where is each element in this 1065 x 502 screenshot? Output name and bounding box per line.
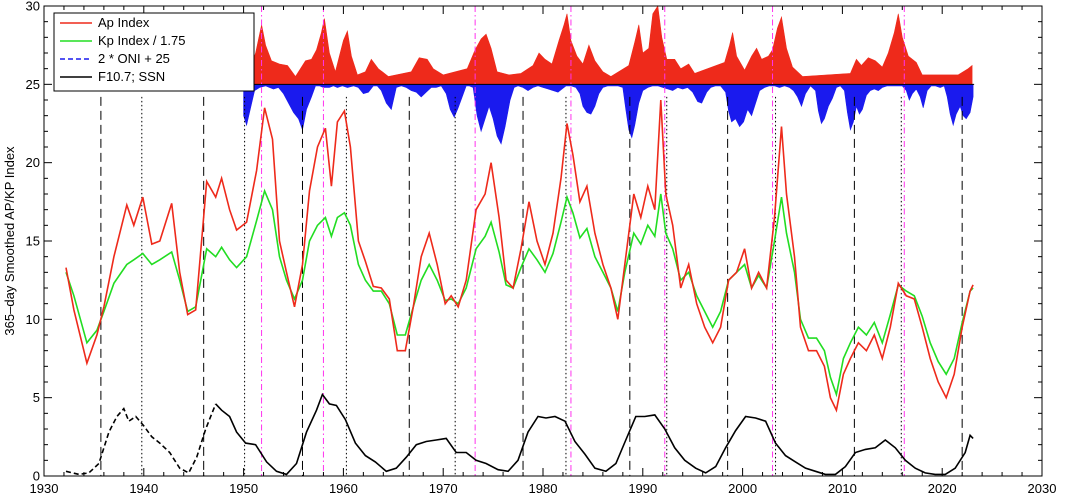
- legend-box: [53, 12, 255, 92]
- x-tick-label: 1960: [329, 481, 358, 496]
- legend-label-oni: 2 * ONI + 25: [98, 51, 170, 66]
- oni-anomaly-area: [243, 84, 974, 145]
- x-tick-label: 2000: [728, 481, 757, 496]
- x-tick-label: 1930: [30, 481, 59, 496]
- y-axis-label: 365–day Smoothed AP/KP Index: [2, 146, 17, 336]
- cycle-reference-lines: [100, 6, 963, 476]
- y-tick-label: 15: [26, 234, 40, 249]
- y-tick-label: 0: [33, 469, 40, 484]
- x-tick-label: 2010: [828, 481, 857, 496]
- ap-anomaly-bars: [243, 5, 975, 145]
- y-tick-label: 5: [33, 390, 40, 405]
- legend-label-kp: Kp Index / 1.75: [98, 33, 185, 48]
- x-tick-label: 1970: [429, 481, 458, 496]
- x-tick-label: 1940: [129, 481, 158, 496]
- series-lines: [65, 99, 974, 476]
- axis-ticks: 1930 1940 1950 1960 1970 1980 1990 2000 2010 2020…: [26, 0, 1057, 496]
- legend-label-ap: Ap Index: [98, 15, 150, 30]
- ap-anomaly-area: [249, 5, 973, 85]
- series-f107-ssn-dashed: [65, 403, 217, 476]
- y-tick-label: 10: [26, 312, 40, 327]
- y-tick-label: 30: [26, 0, 40, 14]
- series-f107-ssn: [215, 392, 974, 476]
- legend-label-ssn: F10.7; SSN: [98, 69, 165, 84]
- x-tick-label: 2020: [928, 481, 957, 496]
- x-tick-label: 1980: [529, 481, 558, 496]
- x-tick-label: 2030: [1028, 481, 1057, 496]
- y-tick-label: 25: [26, 77, 40, 92]
- x-tick-label: 1990: [628, 481, 657, 496]
- legend: Ap Index Kp Index / 1.75 2 * ONI + 25 F1…: [53, 12, 255, 92]
- x-tick-label: 1950: [229, 481, 258, 496]
- series-ap-index: [65, 99, 974, 413]
- series-kp-index: [65, 188, 974, 398]
- y-tick-label: 20: [26, 155, 40, 170]
